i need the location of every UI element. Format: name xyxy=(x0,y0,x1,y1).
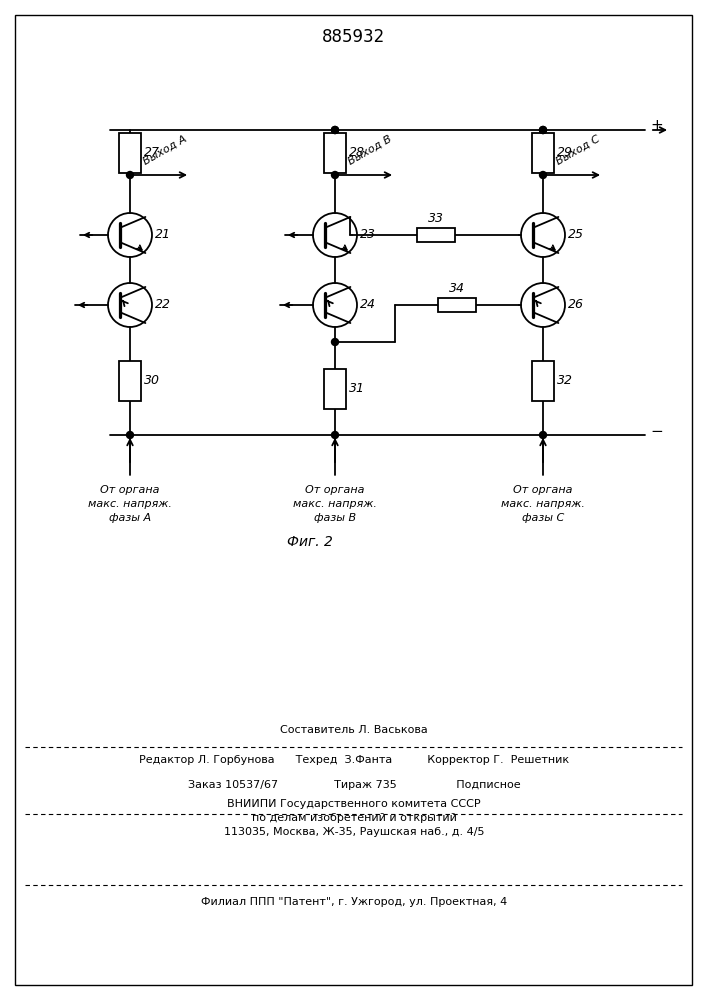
Text: Составитель Л. Васькова: Составитель Л. Васькова xyxy=(280,725,428,735)
Text: От органа: От органа xyxy=(513,485,573,495)
Circle shape xyxy=(539,172,547,178)
Text: 23: 23 xyxy=(360,229,376,241)
Text: Выход С: Выход С xyxy=(554,134,602,167)
Text: 27: 27 xyxy=(144,146,160,159)
Text: по делам изобретений и открытий: по делам изобретений и открытий xyxy=(252,813,457,823)
Text: фазы С: фазы С xyxy=(522,513,564,523)
Circle shape xyxy=(539,126,547,133)
Text: 22: 22 xyxy=(155,298,171,312)
Text: ВНИИПИ Государственного комитета СССР: ВНИИПИ Государственного комитета СССР xyxy=(227,799,481,809)
Text: 30: 30 xyxy=(144,374,160,387)
Text: −: − xyxy=(650,424,662,440)
Text: 24: 24 xyxy=(360,298,376,312)
Bar xyxy=(324,132,346,172)
Circle shape xyxy=(332,432,339,438)
Text: 26: 26 xyxy=(568,298,584,312)
Text: Выход В: Выход В xyxy=(346,134,394,167)
Circle shape xyxy=(539,126,547,133)
Text: Редактор Л. Горбунова      Техред  З.Фанта          Корректор Г.  Решетник: Редактор Л. Горбунова Техред З.Фанта Кор… xyxy=(139,755,569,765)
Text: 34: 34 xyxy=(449,282,465,295)
Text: 113035, Москва, Ж-35, Раушская наб., д. 4/5: 113035, Москва, Ж-35, Раушская наб., д. … xyxy=(223,827,484,837)
Circle shape xyxy=(127,432,134,438)
Text: макс. напряж.: макс. напряж. xyxy=(293,499,377,509)
Text: 28: 28 xyxy=(349,146,365,159)
Bar xyxy=(532,361,554,401)
Text: макс. напряж.: макс. напряж. xyxy=(88,499,172,509)
Text: +: + xyxy=(650,117,662,132)
Text: фазы А: фазы А xyxy=(109,513,151,523)
Text: Фиг. 2: Фиг. 2 xyxy=(287,535,333,549)
Circle shape xyxy=(332,172,339,178)
Bar xyxy=(416,228,455,242)
Text: 33: 33 xyxy=(428,212,444,225)
Text: макс. напряж.: макс. напряж. xyxy=(501,499,585,509)
Bar xyxy=(324,368,346,408)
Text: От органа: От органа xyxy=(305,485,365,495)
Bar xyxy=(532,132,554,172)
Circle shape xyxy=(539,432,547,438)
Text: 31: 31 xyxy=(349,382,365,395)
Text: 29: 29 xyxy=(557,146,573,159)
Bar xyxy=(119,132,141,172)
Text: Выход А: Выход А xyxy=(141,134,189,167)
Circle shape xyxy=(332,126,339,133)
Circle shape xyxy=(332,338,339,346)
Text: 21: 21 xyxy=(155,229,171,241)
Text: 32: 32 xyxy=(557,374,573,387)
Bar xyxy=(119,361,141,401)
Text: Заказ 10537/67                Тираж 735                 Подписное: Заказ 10537/67 Тираж 735 Подписное xyxy=(187,780,520,790)
Bar xyxy=(438,298,476,312)
Text: фазы В: фазы В xyxy=(314,513,356,523)
Circle shape xyxy=(332,126,339,133)
Text: 885932: 885932 xyxy=(322,28,385,46)
Text: Филиал ППП "Патент", г. Ужгород, ул. Проектная, 4: Филиал ППП "Патент", г. Ужгород, ул. Про… xyxy=(201,897,507,907)
Text: 25: 25 xyxy=(568,229,584,241)
Circle shape xyxy=(127,172,134,178)
Text: От органа: От органа xyxy=(100,485,160,495)
